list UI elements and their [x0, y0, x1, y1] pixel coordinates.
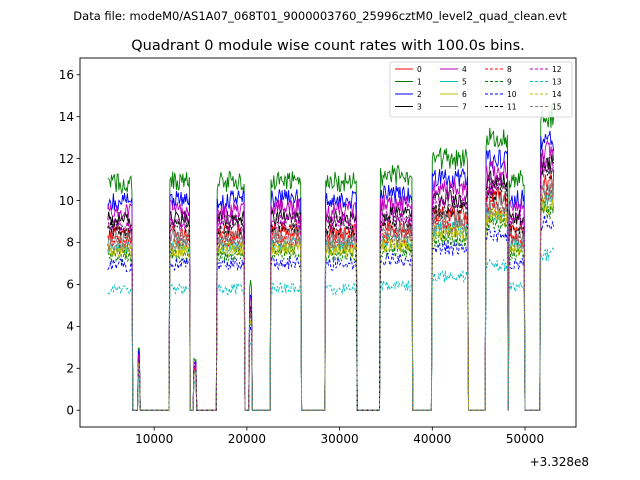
x-tick-label: 40000: [413, 432, 451, 446]
y-tick-label: 0: [66, 403, 74, 417]
y-axis: 0 2 4 6 8 10 12 14 16: [59, 68, 80, 417]
y-tick-label: 12: [59, 152, 74, 166]
legend-label-3: 3: [417, 103, 422, 112]
legend-label-12: 12: [552, 65, 562, 74]
x-tick-label: 50000: [506, 432, 544, 446]
legend-label-0: 0: [417, 65, 422, 74]
y-tick-label: 14: [59, 110, 74, 124]
series-line-1: [107, 104, 555, 411]
series-line-3: [107, 152, 555, 411]
y-tick-label: 16: [59, 68, 74, 82]
legend-label-1: 1: [417, 78, 422, 87]
legend-label-2: 2: [417, 90, 422, 99]
series-line-10: [107, 214, 555, 411]
legend-label-11: 11: [507, 103, 517, 112]
chart-title: Quadrant 0 module wise count rates with …: [131, 38, 525, 54]
x-offset-label: +3.328e8: [530, 455, 589, 469]
legend-label-4: 4: [462, 65, 467, 74]
x-tick-label: 10000: [135, 432, 173, 446]
legend-label-13: 13: [552, 78, 562, 87]
series-line-12: [107, 157, 555, 411]
legend-label-7: 7: [462, 103, 467, 112]
y-tick-label: 2: [66, 361, 74, 375]
legend-label-8: 8: [507, 65, 512, 74]
legend-label-14: 14: [552, 90, 562, 99]
legend-label-10: 10: [507, 90, 517, 99]
y-tick-label: 8: [66, 236, 74, 250]
x-tick-label: 30000: [320, 432, 358, 446]
legend-label-9: 9: [507, 78, 512, 87]
series-line-13: [107, 247, 555, 411]
legend-label-15: 15: [552, 103, 562, 112]
series-line-14: [107, 193, 555, 411]
legend-box: [389, 61, 573, 118]
x-axis: 10000 20000 30000 40000 50000: [135, 427, 544, 446]
plot-lines: [107, 104, 555, 411]
y-tick-label: 10: [59, 194, 74, 208]
series-line-15: [107, 186, 555, 411]
x-tick-label: 20000: [228, 432, 266, 446]
chart-suptitle: Data file: modeM0/AS1A07_068T01_90000037…: [73, 9, 567, 23]
y-tick-label: 6: [66, 278, 74, 292]
y-tick-label: 4: [66, 320, 74, 334]
legend-label-6: 6: [462, 90, 467, 99]
series-line-4: [107, 139, 555, 411]
legend-label-5: 5: [462, 78, 467, 87]
